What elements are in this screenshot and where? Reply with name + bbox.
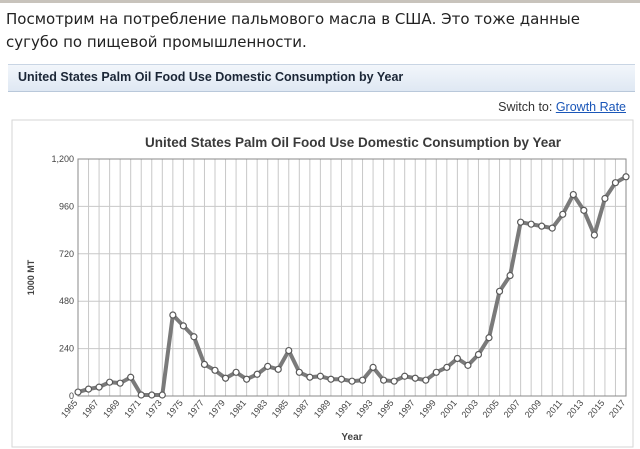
data-point [422,376,430,384]
data-point [601,194,609,203]
chart-title: United States Palm Oil Food Use Domestic… [145,135,562,150]
chart-frame [11,119,634,448]
data-point [527,220,535,228]
data-point [569,190,577,199]
y-tick-label: 240 [59,344,74,354]
data-point [358,376,367,384]
data-point [590,231,598,239]
data-point [369,363,377,371]
data-point [348,377,356,385]
consumption-line-chart: United States Palm Oil Food Use Domestic… [11,119,634,448]
data-point [95,383,103,391]
data-point [580,206,588,214]
data-point [221,374,230,382]
data-point [211,366,219,374]
data-point [622,173,630,181]
data-point [337,375,346,383]
y-tick-label: 1,200 [51,154,74,164]
chart-header-title: United States Palm Oil Food Use Domestic… [18,70,404,84]
y-axis-label: 1000 MT [26,259,36,295]
y-tick-label: 0 [69,391,74,401]
data-point [190,333,198,341]
data-point [517,218,525,226]
data-point [464,361,472,369]
y-tick-label: 960 [59,201,74,211]
x-axis-label: Year [341,432,362,443]
data-point [401,372,409,380]
page-top-strip [0,0,640,3]
data-point [316,372,324,380]
data-point [611,179,620,187]
data-point [474,350,483,359]
data-point [548,224,556,232]
data-point [285,346,293,355]
data-point [327,375,335,383]
data-point [485,334,493,342]
data-point [158,391,166,399]
data-point [127,373,135,381]
data-point [200,360,209,368]
data-point [274,365,282,373]
data-point [106,378,114,386]
data-point [148,391,156,399]
data-point [453,354,461,363]
data-point [538,222,546,230]
data-point [137,391,145,399]
data-point [432,368,440,376]
data-point [559,210,567,218]
series-consumption [74,173,630,399]
data-point [243,375,251,383]
data-point [295,368,303,376]
data-point [443,363,451,371]
data-point [232,368,240,376]
data-point [84,385,93,393]
data-point [253,370,261,378]
y-tick-label: 480 [59,296,74,306]
data-point [390,377,398,385]
data-point [380,376,388,384]
data-point [264,362,272,370]
y-tick-label: 720 [59,249,74,259]
data-point [506,271,514,280]
intro-paragraph: Посмотрим на потребление пальмового масл… [6,10,580,51]
switch-to-control: Switch to: Growth Rate [498,100,626,114]
data-point [74,388,82,396]
switch-to-label: Switch to: [498,100,553,114]
growth-rate-link[interactable]: Growth Rate [555,100,626,114]
data-point [495,287,504,295]
data-point [306,373,314,381]
data-point [169,311,177,319]
data-point [179,322,187,330]
chart-header-bar: United States Palm Oil Food Use Domestic… [8,64,635,92]
plot-area-border [77,158,627,397]
data-point [116,379,124,387]
y-axis-ticks: 1,200 960 720 480 240 0 [51,154,74,401]
data-point [411,374,419,382]
